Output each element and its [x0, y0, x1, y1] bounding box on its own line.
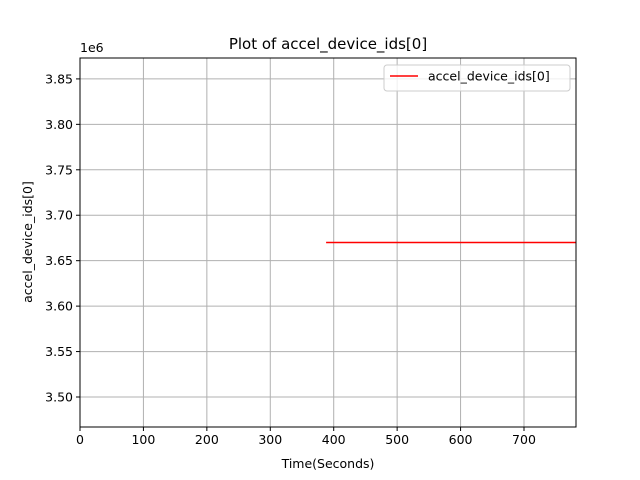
x-tick-label: 0: [76, 432, 84, 447]
legend: accel_device_ids[0]: [383, 64, 571, 92]
chart-title: Plot of accel_device_ids[0]: [229, 35, 427, 54]
y-tick-label: 3.70: [45, 208, 73, 223]
x-tick-label: 700: [512, 432, 536, 447]
y-tick-label: 3.50: [45, 390, 73, 405]
y-tick-label: 3.65: [45, 253, 73, 268]
y-axis-ticks: 3.50 3.55 3.60 3.65 3.70 3.75 3.80 3.85: [45, 71, 80, 405]
x-axis-ticks: 0 100 200 300 400 500 600 700: [76, 427, 536, 447]
x-tick-label: 300: [258, 432, 282, 447]
y-axis-label: accel_device_ids[0]: [20, 181, 35, 303]
x-tick-label: 100: [131, 432, 155, 447]
y-tick-label: 3.60: [45, 299, 73, 314]
plot-area-frame: [79, 57, 577, 428]
y-tick-label: 3.85: [45, 71, 73, 86]
x-tick-label: 200: [195, 432, 219, 447]
legend-box: [383, 64, 571, 92]
x-axis-label: Time(Seconds): [281, 456, 375, 471]
y-tick-label: 3.80: [45, 117, 73, 132]
x-tick-label: 600: [449, 432, 473, 447]
x-tick-label: 400: [322, 432, 346, 447]
x-tick-label: 500: [385, 432, 409, 447]
y-axis-offset-label: 1e6: [80, 40, 104, 55]
y-tick-label: 3.75: [45, 162, 73, 177]
legend-entry-label: accel_device_ids[0]: [428, 69, 550, 84]
y-tick-label: 3.55: [45, 344, 73, 359]
